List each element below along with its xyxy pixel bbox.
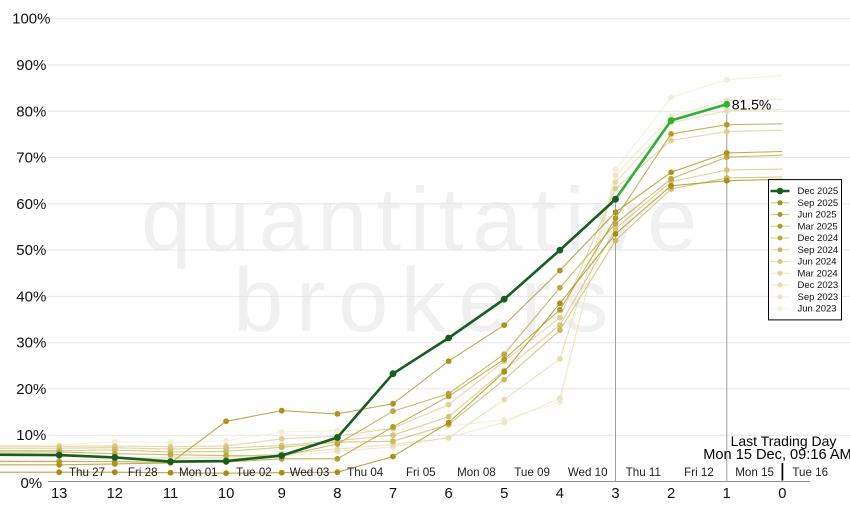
svg-text:Mon 15: Mon 15: [735, 466, 774, 479]
svg-text:50%: 50%: [16, 242, 46, 259]
svg-text:Mar 2024: Mar 2024: [798, 268, 838, 279]
svg-text:2: 2: [667, 486, 675, 500]
svg-text:13: 13: [51, 486, 67, 500]
svg-text:40%: 40%: [16, 288, 46, 305]
svg-text:Fri 28: Fri 28: [128, 466, 158, 479]
svg-text:11: 11: [163, 486, 178, 500]
svg-text:Jun 2025: Jun 2025: [798, 210, 837, 221]
svg-text:Thu 11: Thu 11: [626, 466, 661, 479]
svg-text:Tue 16: Tue 16: [792, 466, 828, 479]
svg-text:10: 10: [218, 486, 234, 500]
svg-text:Tue 09: Tue 09: [514, 466, 550, 479]
svg-text:10%: 10%: [16, 427, 46, 444]
svg-text:brokers: brokers: [233, 251, 621, 351]
svg-text:8: 8: [333, 486, 341, 500]
svg-text:20%: 20%: [16, 381, 46, 398]
svg-text:Jun 2024: Jun 2024: [798, 257, 837, 268]
svg-text:Mon 01: Mon 01: [179, 466, 218, 479]
svg-text:12: 12: [107, 486, 123, 500]
svg-text:4: 4: [556, 486, 564, 500]
svg-text:Last Trading Day: Last Trading Day: [731, 433, 837, 449]
svg-text:100%: 100%: [12, 11, 50, 28]
svg-text:Wed 10: Wed 10: [568, 466, 608, 479]
svg-text:Dec 2025: Dec 2025: [798, 186, 839, 197]
svg-text:90%: 90%: [16, 57, 46, 74]
svg-text:5: 5: [500, 486, 508, 500]
svg-text:6: 6: [444, 486, 452, 500]
svg-text:Mon 15 Dec, 09:16 AM: Mon 15 Dec, 09:16 AM: [703, 447, 850, 463]
svg-text:0%: 0%: [20, 475, 42, 492]
svg-text:30%: 30%: [16, 335, 46, 352]
svg-text:7: 7: [389, 486, 397, 500]
svg-text:80%: 80%: [16, 103, 46, 120]
svg-text:9: 9: [278, 486, 286, 500]
svg-text:Tue 02: Tue 02: [236, 466, 272, 479]
svg-text:Fri 05: Fri 05: [406, 466, 436, 479]
svg-text:Sep 2025: Sep 2025: [798, 198, 839, 209]
svg-text:Dec 2023: Dec 2023: [798, 280, 839, 291]
svg-text:Dec 2024: Dec 2024: [798, 233, 839, 244]
svg-text:Thu 27: Thu 27: [69, 466, 105, 479]
svg-text:3: 3: [611, 486, 619, 500]
svg-text:Jun 2023: Jun 2023: [798, 304, 837, 315]
svg-text:1: 1: [723, 486, 731, 500]
svg-text:Mar 2025: Mar 2025: [798, 221, 838, 232]
svg-text:Wed 03: Wed 03: [290, 466, 330, 479]
svg-text:0: 0: [778, 486, 786, 500]
svg-text:Sep 2024: Sep 2024: [798, 245, 839, 256]
svg-text:Mon 08: Mon 08: [457, 466, 496, 479]
svg-text:81.5%: 81.5%: [732, 97, 772, 113]
svg-text:70%: 70%: [16, 150, 46, 167]
svg-text:Thu 04: Thu 04: [347, 466, 384, 479]
svg-text:Fri 12: Fri 12: [684, 466, 714, 479]
svg-text:Sep 2023: Sep 2023: [798, 292, 839, 303]
svg-text:60%: 60%: [16, 196, 46, 213]
